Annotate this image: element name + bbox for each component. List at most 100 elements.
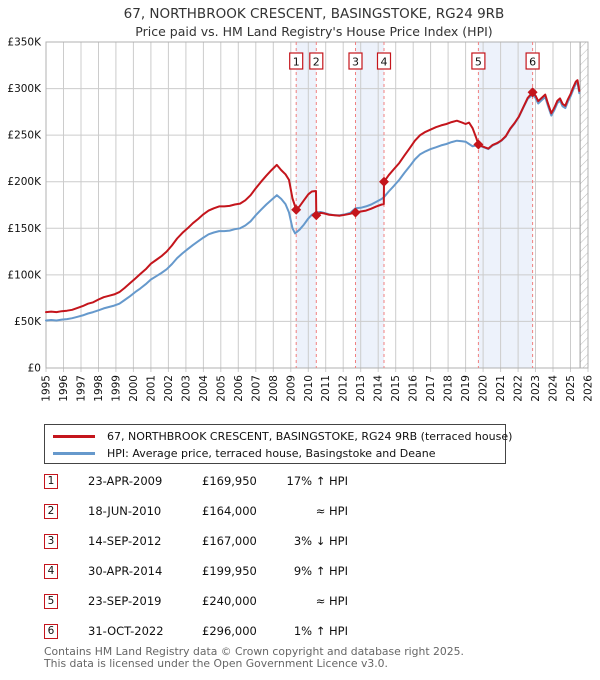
sale-price: £169,950: [202, 474, 257, 488]
sale-price: £296,000: [202, 624, 257, 638]
sale-point-3: [350, 207, 361, 218]
table-row-1: 1 23-APR-2009 £169,950 17% ↑ HPI: [0, 474, 600, 491]
table-row-3: 3 14-SEP-2012 £167,000 3% ↓ HPI: [0, 534, 600, 551]
price-paid-line: [45, 79, 581, 314]
x-tick-label: 2020: [478, 375, 490, 402]
sale-vs-hpi: ≈ HPI: [315, 504, 348, 518]
sale-date: 23-SEP-2019: [88, 594, 162, 608]
x-tick-label: 2005: [215, 375, 227, 402]
x-tick-label: 2010: [303, 375, 315, 402]
legend-label-hpi: HPI: Average price, terraced house, Basi…: [107, 447, 436, 460]
sale-flag-box-6: [525, 52, 540, 70]
sale-price: £167,000: [202, 534, 257, 548]
row-number-badge: 6: [44, 624, 58, 639]
sale-flag-box-3: [348, 52, 363, 70]
table-row-5: 5 23-SEP-2019 £240,000 ≈ HPI: [0, 594, 600, 611]
x-tick-label: 2016: [408, 375, 420, 402]
row-number-badge: 5: [44, 594, 58, 609]
row-number-badge: 1: [44, 474, 58, 489]
sale-point-5: [473, 139, 484, 150]
chart-titles: 67, NORTHBROOK CRESCENT, BASINGSTOKE, RG…: [34, 5, 594, 40]
plot-frame: [45, 41, 589, 369]
y-tick-label: £50K: [14, 316, 42, 328]
x-tick-label: 1998: [93, 375, 105, 402]
ownership-band: [478, 42, 533, 368]
x-tick-label: 1995: [41, 375, 53, 402]
future-region: [580, 42, 588, 368]
y-tick-label: £200K: [7, 176, 42, 188]
sale-vs-hpi: 3% ↓ HPI: [293, 534, 348, 548]
x-tick-label: 2011: [320, 375, 332, 402]
x-tick-label: 1997: [76, 375, 88, 402]
sale-flag-box-2: [309, 52, 324, 70]
legend-item-price-paid: 67, NORTHBROOK CRESCENT, BASINGSTOKE, RG…: [53, 428, 512, 445]
footer-copyright: Contains HM Land Registry data © Crown c…: [44, 645, 464, 658]
sale-flag-box-1: [289, 52, 304, 70]
sale-vs-hpi: 9% ↑ HPI: [293, 564, 348, 578]
sale-flag-number-6: 6: [529, 56, 536, 69]
x-tick-label: 2007: [250, 375, 262, 402]
sale-point-6: [527, 87, 538, 98]
sale-flag-number-3: 3: [352, 56, 359, 69]
x-tick-label: 2000: [128, 375, 140, 402]
sale-date: 23-APR-2009: [88, 474, 163, 488]
y-tick-label: £350K: [7, 37, 42, 49]
sale-price: £240,000: [202, 594, 257, 608]
sale-point-4: [379, 176, 389, 187]
x-tick-label: 2019: [460, 375, 472, 402]
sale-point-2: [311, 210, 322, 221]
sale-flag-box-4: [376, 52, 392, 70]
y-tick-label: £300K: [7, 83, 42, 95]
x-tick-label: 2026: [583, 375, 595, 402]
sale-vs-hpi: 17% ↑ HPI: [286, 474, 348, 488]
x-tick-label: 2017: [425, 375, 437, 402]
x-tick-label: 2003: [180, 375, 192, 402]
table-row-4: 4 30-APR-2014 £199,950 9% ↑ HPI: [0, 564, 600, 581]
y-tick-label: £150K: [7, 223, 42, 235]
row-number-badge: 4: [44, 564, 58, 579]
sale-flag-number-5: 5: [475, 56, 482, 69]
footer: Contains HM Land Registry data © Crown c…: [44, 646, 584, 670]
sale-point-1: [291, 204, 302, 215]
x-tick-label: 1996: [58, 375, 70, 402]
x-tick-label: 2008: [268, 375, 280, 402]
x-tick-label: 2018: [443, 375, 455, 402]
table-row-6: 6 31-OCT-2022 £296,000 1% ↑ HPI: [0, 624, 600, 641]
x-tick-label: 2025: [565, 375, 577, 402]
table-row-2: 2 18-JUN-2010 £164,000 ≈ HPI: [0, 504, 600, 521]
x-tick-label: 2022: [513, 375, 525, 402]
x-tick-label: 2006: [233, 375, 245, 402]
y-tick-label: £250K: [7, 130, 42, 142]
page-title: 67, NORTHBROOK CRESCENT, BASINGSTOKE, RG…: [123, 6, 505, 22]
x-tick-label: 2014: [373, 375, 385, 402]
sale-date: 14-SEP-2012: [88, 534, 162, 548]
price-paid-line-swatch: [53, 435, 95, 438]
x-tick-label: 2023: [530, 375, 542, 402]
sale-date: 18-JUN-2010: [88, 504, 162, 518]
sale-price: £199,950: [202, 564, 257, 578]
x-tick-label: 2009: [285, 375, 297, 402]
chart-legend: 67, NORTHBROOK CRESCENT, BASINGSTOKE, RG…: [44, 424, 512, 464]
sale-flag-box-5: [471, 52, 486, 70]
x-tick-label: 2013: [355, 375, 367, 402]
x-tick-label: 2002: [163, 375, 175, 402]
legend-label-price-paid: 67, NORTHBROOK CRESCENT, BASINGSTOKE, RG…: [107, 430, 513, 443]
sale-flag-number-4: 4: [381, 56, 388, 69]
x-tick-label: 1999: [110, 375, 122, 402]
sale-date: 30-APR-2014: [88, 564, 163, 578]
legend-item-hpi: HPI: Average price, terraced house, Basi…: [53, 445, 505, 462]
y-tick-label: £0: [28, 363, 41, 375]
sale-date: 31-OCT-2022: [88, 624, 164, 638]
x-tick-label: 2001: [145, 375, 157, 402]
x-tick-label: 2021: [495, 375, 507, 402]
sale-price: £164,000: [202, 504, 257, 518]
footer-licence: This data is licensed under the Open Gov…: [44, 657, 388, 670]
row-number-badge: 2: [44, 504, 58, 519]
x-tick-label: 2024: [548, 375, 560, 402]
sale-flag-number-1: 1: [293, 56, 300, 69]
sale-flag-number-2: 2: [313, 56, 320, 69]
x-tick-label: 2015: [390, 375, 402, 402]
hpi-line-swatch: [53, 452, 95, 455]
price-chart: 1 2 3 4 5 6 £0 £50K £100K £150K £200K £250K £300K £35…: [7, 37, 595, 402]
